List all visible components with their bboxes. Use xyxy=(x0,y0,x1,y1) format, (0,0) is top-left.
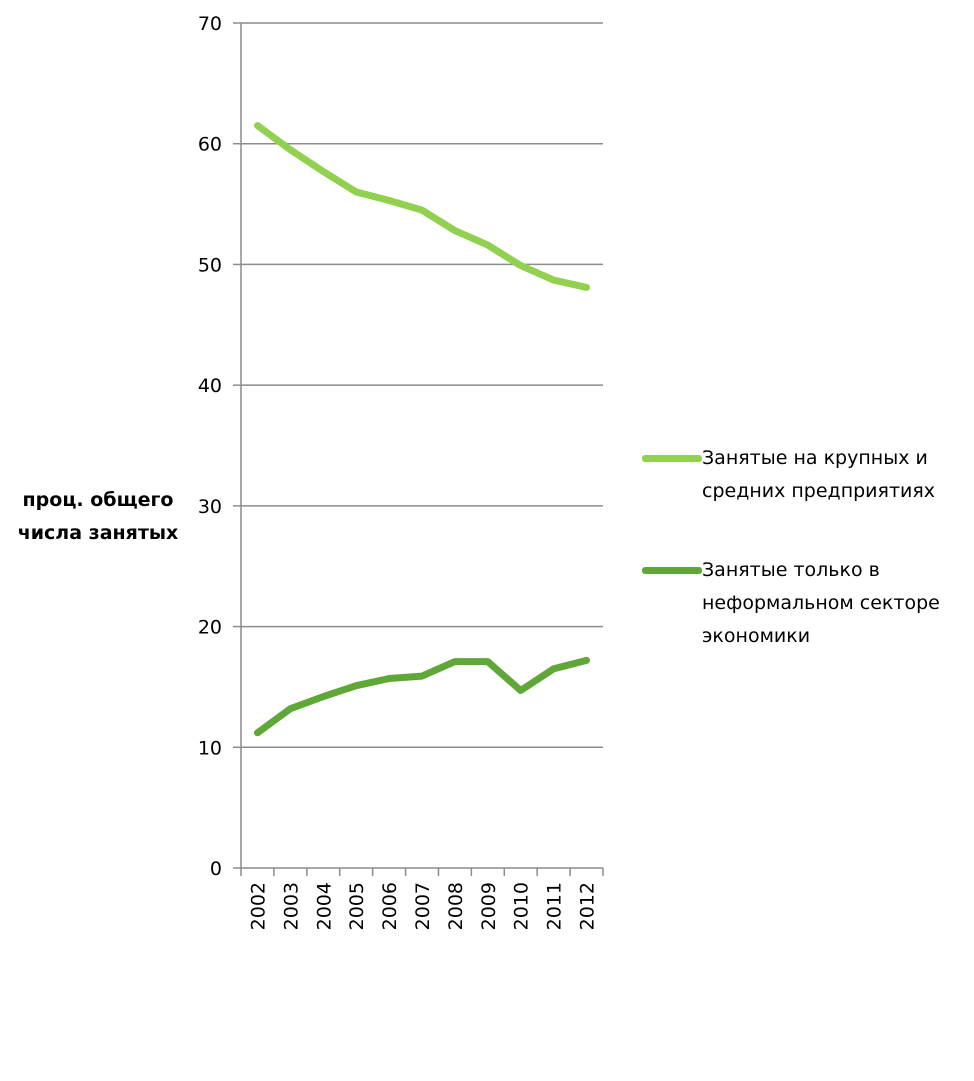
y-axis-title: проц. общего числа занятых xyxy=(17,489,179,544)
y-tick-label: 40 xyxy=(198,375,222,397)
gridlines xyxy=(241,22,603,749)
x-tick-label-2004: 2004 xyxy=(313,882,335,930)
series-lines xyxy=(254,122,590,737)
y-tick-label: 20 xyxy=(198,617,222,639)
x-tick-label-2008: 2008 xyxy=(445,882,467,930)
legend-swatch xyxy=(642,567,702,574)
x-tick-label-2003: 2003 xyxy=(280,882,302,930)
series-line-1 xyxy=(254,656,590,737)
y-tick-label: 60 xyxy=(198,134,222,156)
legend-swatch xyxy=(642,455,702,462)
legend-label: Занятые на крупных и средних предприятия… xyxy=(702,447,936,502)
y-tick-label: 0 xyxy=(210,858,222,880)
y-tick-label: 50 xyxy=(198,254,222,276)
x-tick-label-2012: 2012 xyxy=(577,882,599,930)
series-line-0 xyxy=(254,122,590,291)
x-tick-label-2002: 2002 xyxy=(247,882,269,930)
x-tick-label-2006: 2006 xyxy=(379,882,401,930)
x-tick-label-2011: 2011 xyxy=(544,882,566,930)
y-tick-label: 70 xyxy=(198,13,222,35)
y-tick-label: 30 xyxy=(198,496,222,518)
x-tick-label-2007: 2007 xyxy=(412,882,434,930)
x-tick-label-2010: 2010 xyxy=(511,882,533,930)
x-tick-label-2005: 2005 xyxy=(346,882,368,930)
legend-label: Занятые только в неформальном секторе эк… xyxy=(702,559,940,647)
tick-labels: 0 10 20 30 40 50 60 70 2002 2003 2004 2005 2006 2007 2… xyxy=(198,13,599,930)
axes xyxy=(233,22,604,876)
y-tick-label: 10 xyxy=(198,737,222,759)
x-tick-label-2009: 2009 xyxy=(478,882,500,930)
